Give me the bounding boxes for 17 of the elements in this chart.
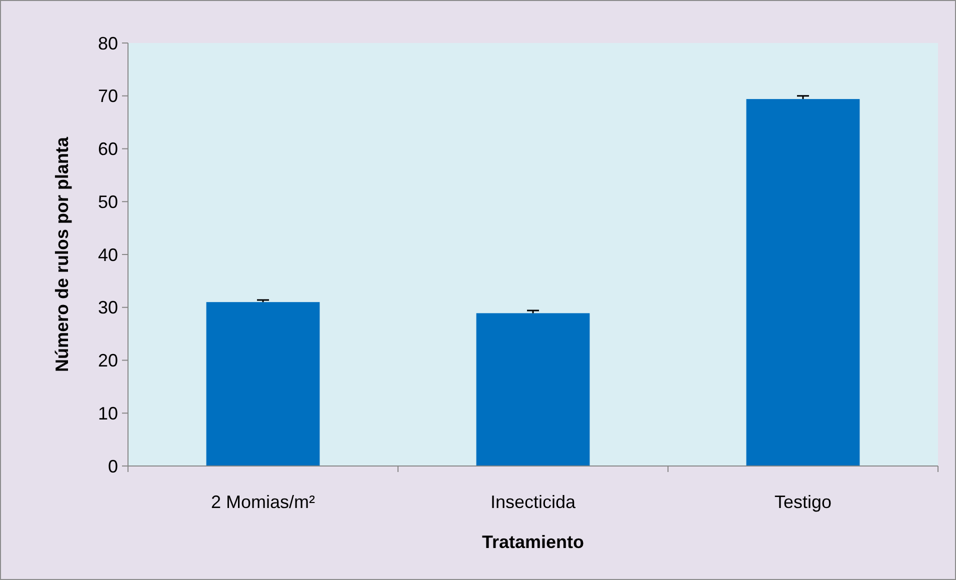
y-tick-label: 40: [98, 244, 118, 265]
y-tick-label: 70: [98, 86, 118, 106]
y-tick-label: 80: [98, 33, 118, 54]
bar: [476, 313, 590, 466]
y-axis-title: Número de rulos por planta: [52, 136, 72, 372]
bar: [746, 99, 860, 466]
y-tick-label: 20: [98, 350, 118, 371]
x-tick-label: Testigo: [774, 492, 832, 512]
y-tick-label: 50: [98, 192, 118, 212]
y-tick-label: 0: [108, 456, 118, 476]
y-tick-label: 60: [98, 139, 118, 160]
y-tick-label: 30: [98, 298, 118, 318]
x-tick-label: Insecticida: [490, 492, 577, 512]
y-tick-label: 10: [98, 403, 118, 424]
bar: [206, 302, 320, 466]
x-axis-title: Tratamiento: [482, 532, 584, 552]
x-tick-label: 2 Momias/m²: [210, 492, 316, 512]
